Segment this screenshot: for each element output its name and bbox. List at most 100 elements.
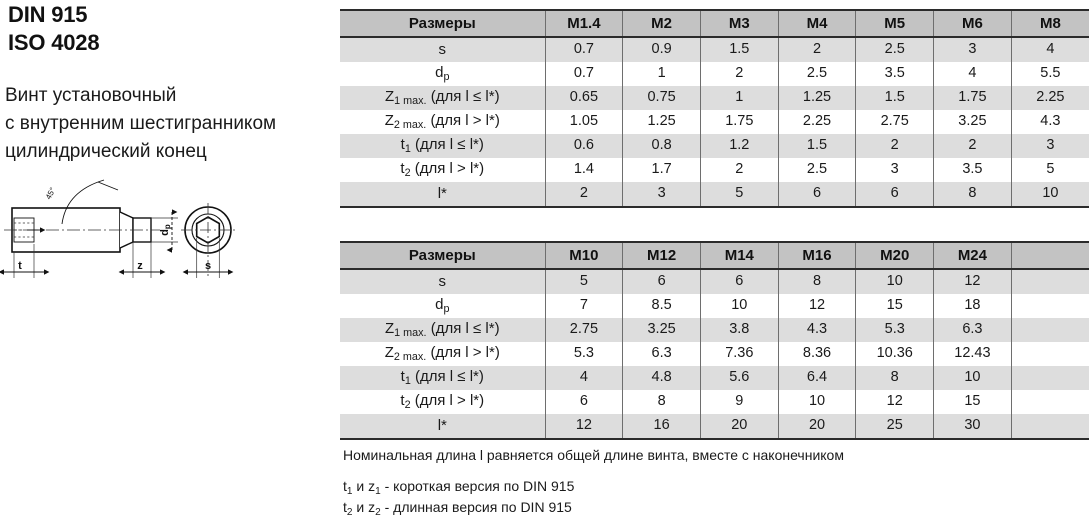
dimension-label-dp: dp (159, 224, 172, 236)
table-row: t2 (для l > l*) 1.4 1.7 2 2.5 3 3.5 5 (340, 158, 1089, 182)
table-row: t2 (для l > l*) 6 8 9 10 12 15 (340, 390, 1089, 414)
table-cell-value: 10.36 (855, 342, 934, 366)
table-cell-value: 8.5 (622, 294, 701, 318)
screw-side-view (4, 207, 160, 253)
table-cell-blank (1010, 269, 1089, 294)
table-cell-value: 20 (777, 414, 856, 440)
table-cell-value: 5.3 (855, 318, 934, 342)
table-cell-value: 5.5 (1010, 62, 1089, 86)
table-cell-value: 0.6 (544, 134, 623, 158)
table-cell-value: 6.3 (933, 318, 1012, 342)
row-label: dp (340, 294, 546, 318)
table-cell-value: 3.25 (933, 110, 1012, 134)
table-cell-value: 30 (933, 414, 1012, 440)
table-cell-value: 3.5 (933, 158, 1012, 182)
table-cell-value: 6 (699, 269, 779, 294)
row-label: Z1 max. (для l ≤ l*) (340, 318, 546, 342)
table-cell-value: 8 (933, 182, 1012, 208)
table-cell-value: 15 (855, 294, 934, 318)
table-cell-value: 1 (622, 62, 701, 86)
row-label: s (340, 269, 546, 294)
table-cell-value: 3 (1010, 134, 1089, 158)
table-cell-value: 4.8 (622, 366, 701, 390)
table-cell-value: 1.75 (699, 110, 779, 134)
table-cell-value: 2.75 (544, 318, 623, 342)
row-label: l* (340, 414, 546, 440)
table-cell-value: 5 (699, 182, 779, 208)
table-header-size-m20: M20 (855, 241, 934, 270)
table-cell-value: 16 (622, 414, 701, 440)
table-cell-value: 8 (855, 366, 934, 390)
table-header-size-m4: M4 (777, 9, 856, 38)
product-description-line-2: с внутренним шестигранником (5, 113, 277, 134)
table-header-size-m5: M5 (855, 9, 934, 38)
table-cell-value: 6.3 (622, 342, 701, 366)
table-cell-value: 0.75 (622, 86, 701, 110)
table-cell-value: 2.75 (855, 110, 934, 134)
table-header-dimensions: Размеры (340, 241, 546, 270)
table-cell-value: 15 (933, 390, 1012, 414)
table-cell-value: 3 (933, 37, 1012, 62)
standard-din-title: DIN 915 (8, 2, 88, 27)
table-cell-value: 1.2 (699, 134, 779, 158)
note-long-version: t2 и z2 - длинная версия по DIN 915 (343, 499, 572, 518)
table-cell-value: 6 (855, 182, 934, 208)
row-label: t2 (для l > l*) (340, 158, 546, 182)
dimension-label-s: s (205, 260, 211, 272)
note-short-version: t1 и z1 - короткая версия по DIN 915 (343, 478, 575, 497)
row-label: t1 (для l ≤ l*) (340, 134, 546, 158)
product-info-panel: DIN 915 ISO 4028 Винт установочный с вну… (0, 0, 340, 526)
table-cell-value: 1 (699, 86, 779, 110)
table-cell-value: 6 (544, 390, 623, 414)
table-cell-value: 0.9 (622, 37, 701, 62)
table-cell-blank (1010, 294, 1089, 318)
table-row: Z1 max. (для l ≤ l*) 2.75 3.25 3.8 4.3 5.3 6.3 (340, 318, 1089, 342)
table-cell-value: 1.05 (544, 110, 623, 134)
table-row: dp 7 8.5 10 12 15 18 (340, 294, 1089, 318)
table-body: s 5 6 6 8 10 12 dp 7 8.5 10 12 15 18 Z1 max. (для l ≤ … (340, 269, 1089, 440)
table-cell-value: 2 (544, 182, 623, 208)
table-cell-value: 20 (699, 414, 779, 440)
table-cell-value: 4 (933, 62, 1012, 86)
row-label: Z2 max. (для l > l*) (340, 110, 546, 134)
table-cell-value: 5.3 (544, 342, 623, 366)
row-label: dp (340, 62, 546, 86)
table-cell-value: 8 (622, 390, 701, 414)
table-cell-value: 1.5 (777, 134, 856, 158)
table-header-size-m12: M12 (622, 241, 701, 270)
note-nominal-length: Номинальная длина l равняется общей длин… (343, 447, 844, 463)
chamfer-angle-annotation: 45° (44, 179, 119, 225)
table-cell-value: 12.43 (933, 342, 1012, 366)
table-cell-value: 12 (544, 414, 623, 440)
table-header-dimensions: Размеры (340, 9, 546, 38)
table-header-size-m10: M10 (544, 241, 623, 270)
dimensions-table-large-sizes: Размеры M10 M12 M14 M16 M20 M24 s 5 6 6 8 10 12 dp 7 8.… (340, 241, 1089, 440)
table-cell-value: 2 (777, 37, 856, 62)
dimension-dp: dp (151, 209, 178, 253)
table-cell-value: 6 (777, 182, 856, 208)
standard-iso-title: ISO 4028 (8, 30, 100, 55)
dimension-label-t: t (18, 260, 22, 272)
table-cell-value: 4.3 (1010, 110, 1089, 134)
table-cell-value: 3.8 (699, 318, 779, 342)
table-header-size-m3: M3 (699, 9, 779, 38)
table-header-size-m8: M8 (1010, 9, 1089, 38)
table-cell-value: 3 (855, 158, 934, 182)
table-header-size-m1.4: M1.4 (544, 9, 623, 38)
table-cell-value: 1.4 (544, 158, 623, 182)
table-cell-value: 2.25 (777, 110, 856, 134)
table-cell-value: 10 (855, 269, 934, 294)
table-cell-value: 1.75 (933, 86, 1012, 110)
row-label: Z1 max. (для l ≤ l*) (340, 86, 546, 110)
table-row: l* 2 3 5 6 6 8 10 (340, 182, 1089, 208)
table-row: Z1 max. (для l ≤ l*) 0.65 0.75 1 1.25 1.5 1.75… (340, 86, 1089, 110)
table-cell-value: 10 (777, 390, 856, 414)
table-header-blank (1010, 241, 1089, 270)
table-cell-value: 2.5 (777, 62, 856, 86)
table-cell-value: 10 (1010, 182, 1089, 208)
table-cell-value: 2.5 (777, 158, 856, 182)
dimension-t: t (0, 244, 50, 278)
table-row: Z2 max. (для l > l*) 5.3 6.3 7.36 8.36 10.36 1… (340, 342, 1089, 366)
row-label: l* (340, 182, 546, 208)
dimensions-table-1-container: Размеры M1.4 M2 M3 M4 M5 M6 M8 s 0.7 0.9 1.5 2 2.5 3 4… (340, 9, 1089, 208)
